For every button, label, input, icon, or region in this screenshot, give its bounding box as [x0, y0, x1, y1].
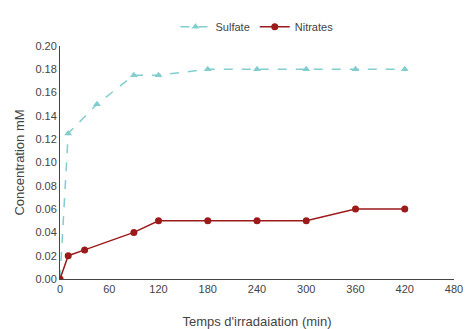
svg-text:240: 240 — [248, 283, 266, 295]
svg-text:420: 420 — [396, 283, 414, 295]
svg-text:0: 0 — [57, 283, 63, 295]
svg-text:0.14: 0.14 — [35, 110, 56, 122]
svg-text:0.18: 0.18 — [35, 63, 56, 75]
svg-text:0.10: 0.10 — [35, 156, 56, 168]
svg-text:Temps d'irradaiation (min): Temps d'irradaiation (min) — [182, 314, 331, 329]
svg-text:120: 120 — [149, 283, 167, 295]
svg-text:480: 480 — [445, 283, 463, 295]
svg-text:Sulfate: Sulfate — [216, 21, 250, 33]
svg-text:180: 180 — [199, 283, 217, 295]
svg-text:0.00: 0.00 — [35, 273, 56, 285]
svg-text:0.02: 0.02 — [35, 250, 56, 262]
svg-text:0.06: 0.06 — [35, 203, 56, 215]
svg-text:0.20: 0.20 — [35, 40, 56, 52]
svg-text:0.04: 0.04 — [35, 226, 56, 238]
svg-text:360: 360 — [346, 283, 364, 295]
svg-text:Nitrates: Nitrates — [295, 21, 333, 33]
svg-text:60: 60 — [103, 283, 115, 295]
svg-text:Concentration mM: Concentration mM — [12, 109, 27, 215]
svg-text:300: 300 — [297, 283, 315, 295]
svg-text:0.16: 0.16 — [35, 86, 56, 98]
svg-text:0.12: 0.12 — [35, 133, 56, 145]
svg-text:0.08: 0.08 — [35, 180, 56, 192]
